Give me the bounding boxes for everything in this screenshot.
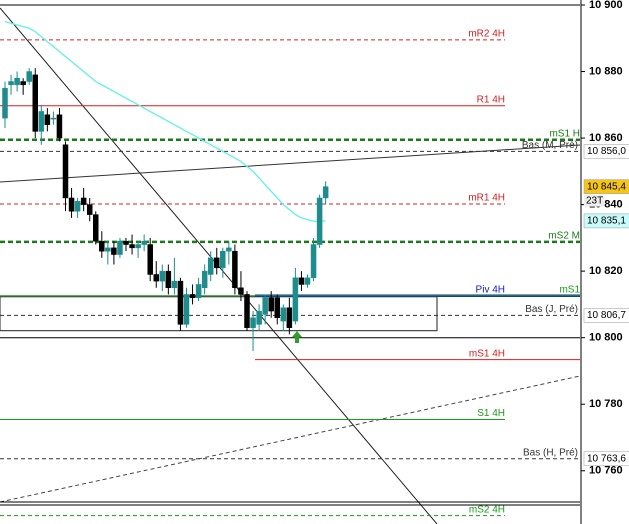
candle-body [93,214,99,242]
candle-body [62,144,69,199]
candle-body [111,247,117,255]
candle-body [214,257,220,269]
candle-body [322,186,329,199]
candle-body [250,317,256,328]
candle-body [20,81,26,86]
price-tag-label: 10 835,1 [587,216,626,227]
countdown-box [584,194,604,207]
candle-body [153,274,159,282]
level-label: mR2 4H [468,29,505,40]
y-tick-label: 10 860 [589,132,623,144]
candle-body [165,270,172,289]
candle-body [256,310,262,325]
candle-body [226,247,232,252]
level-label: mR1 4H [468,193,505,204]
price-tag [583,144,629,159]
candle-body [238,287,244,295]
y-tick-label: 10 900 [589,0,623,11]
candle-body [244,294,250,328]
candle-body [177,280,184,325]
candle-body [292,277,299,322]
y-tick-label: 10 800 [589,332,623,344]
level-label: S1 4H [477,408,505,419]
y-tick-label: 10 880 [589,65,623,77]
candle-body [68,197,75,212]
candle-body [129,244,135,249]
candle-body [262,297,268,315]
candle-body [117,240,123,255]
level-label: mS1 4H [469,348,505,359]
candle-body [298,277,305,285]
candle-body [195,284,202,299]
candle-body [147,244,153,275]
candle-body [183,294,190,325]
price-tag-label: 10 845,4 [587,181,626,192]
price-tag-label: 10 806,7 [587,310,626,321]
level-label: Bas (H, Pré) [523,447,578,458]
candle-body [232,250,238,289]
level-label: Piv 4H [476,284,505,295]
candle-body [280,307,287,322]
y-tick-label: 10 820 [589,265,623,277]
y-tick-label: 10 760 [589,465,623,477]
price-tag [583,308,629,323]
candle-body [44,114,51,126]
candle-body [316,197,323,245]
candle-body [50,117,57,120]
zone [0,296,438,332]
level-label: mS1 H [549,128,580,139]
level-label: mS1 [559,284,580,295]
candle-body [310,244,317,279]
price-tag-label: 10 763,6 [587,453,626,464]
signal-arrow [292,331,302,343]
candle-body [80,197,87,205]
candle-body [26,71,32,82]
candle-body [201,270,208,289]
candle-body [207,257,214,275]
moving-average [4,20,326,222]
candle-body [123,240,129,245]
candle-body [220,250,226,269]
candle-body [171,280,178,289]
candle-body [56,114,63,139]
price-tag-label: 10 856,0 [587,146,626,157]
level-label: Bas (J, Pré) [525,304,578,315]
candle-body [189,294,196,299]
level-label: mS2 4H [469,504,505,515]
trend-line [0,375,581,503]
candle-body [274,297,280,318]
candle-body [105,247,111,252]
candle-body [304,277,311,285]
price-tag [583,179,629,194]
level-label: R1 4H [477,94,505,105]
candle-body [32,74,38,132]
y-tick-label: 10 780 [589,398,623,410]
candle-body [99,240,105,252]
candle-body [286,307,293,328]
candle-body [135,244,141,249]
candle-body [2,87,8,119]
candle-body [159,270,166,282]
candle-body [8,81,14,86]
candle-body [141,240,147,245]
axis-background [581,0,629,524]
candle-body [268,297,274,312]
level-label: Bas (M, Pré) [522,140,578,151]
candle-body [86,204,93,215]
price-tag [583,451,629,467]
level-label: mS2 M [548,231,580,242]
price-tag [583,213,629,229]
candle-body [74,201,81,212]
candle-body [14,77,20,86]
countdown: 23T [586,195,603,206]
candle-body [38,111,45,132]
